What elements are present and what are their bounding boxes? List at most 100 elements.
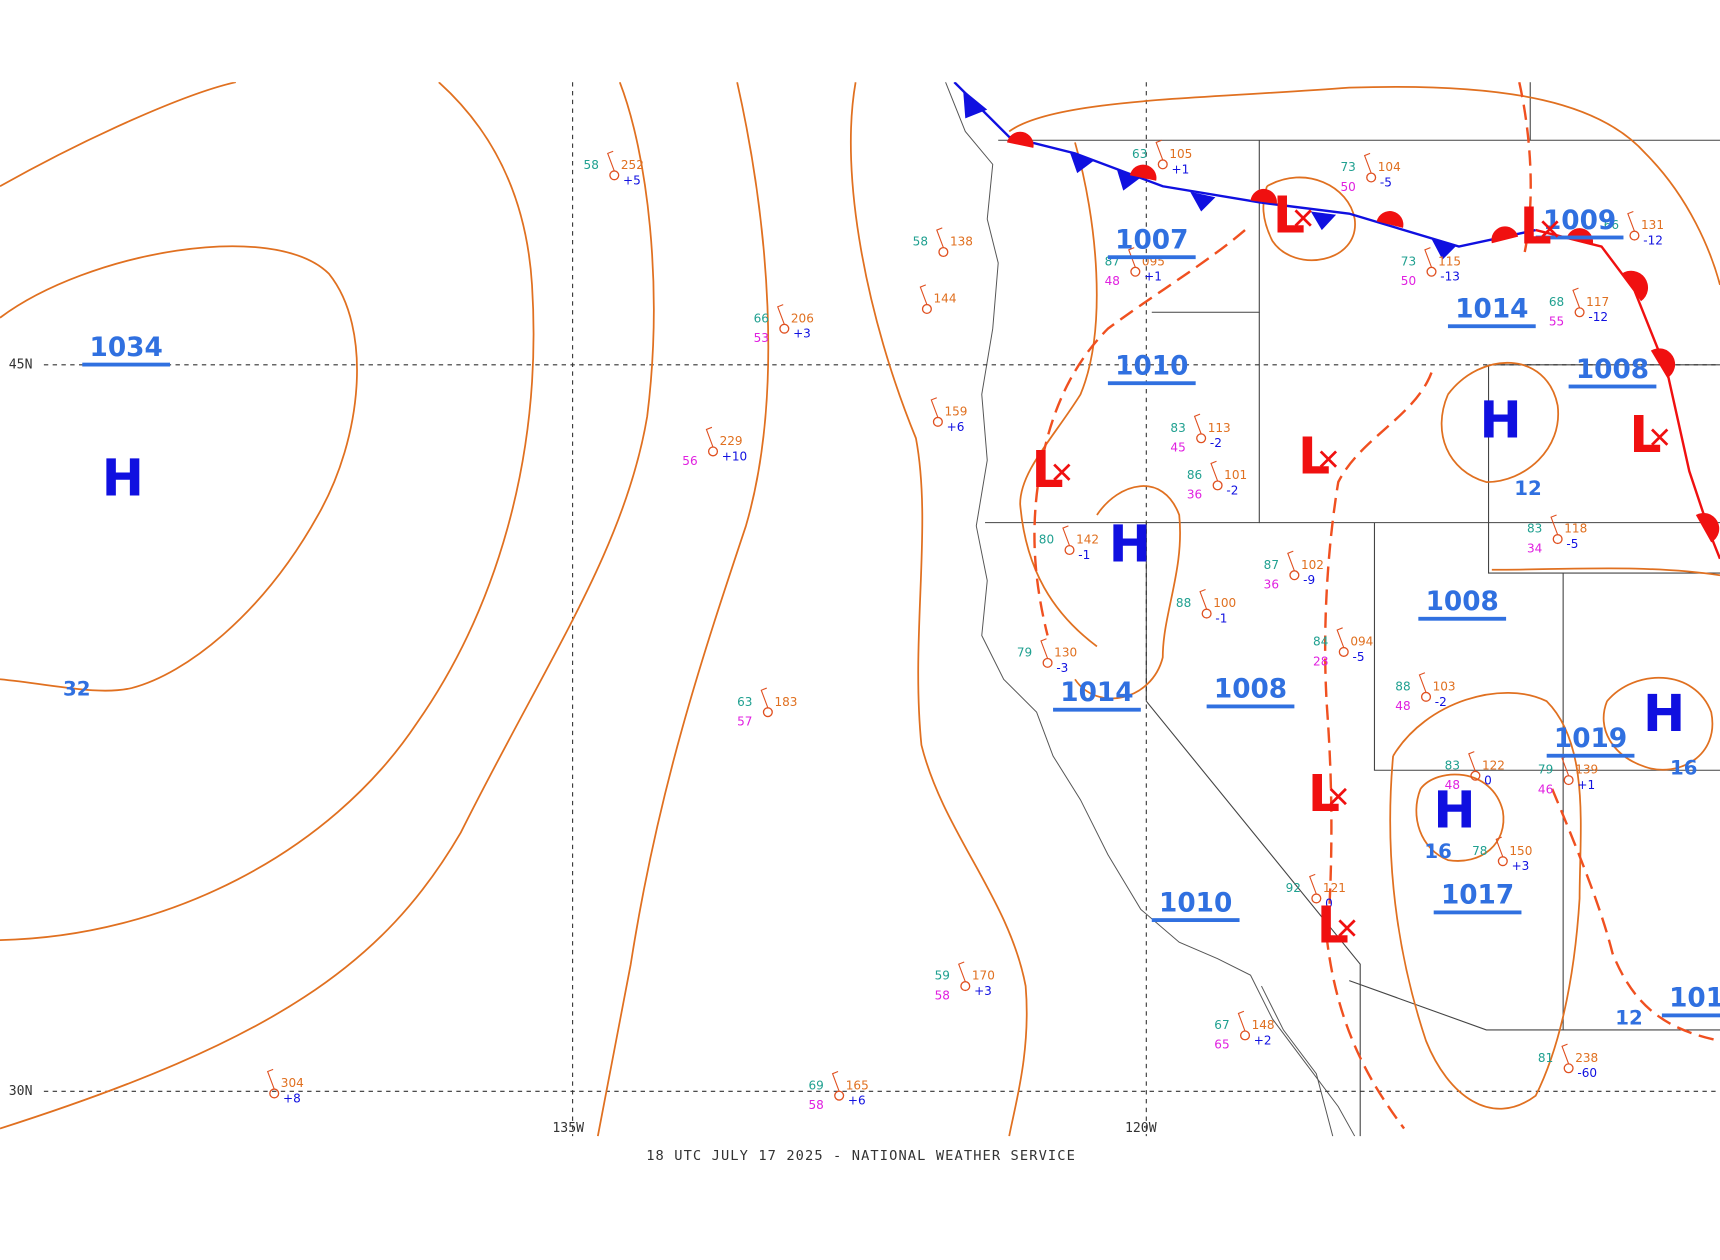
station-circle [609,170,620,181]
station-circle [1497,856,1508,867]
station-t: 81 [1538,1051,1553,1065]
station-t: 63 [1132,147,1147,161]
isobar-label: 32 [63,678,90,701]
low-cross [1294,209,1312,227]
pressure-label: 1007 [1115,226,1188,256]
station-d: 36 [1187,488,1202,502]
wind-barb [1572,287,1581,309]
station-circle [1212,480,1223,491]
station-t: 58 [913,235,928,249]
station-p: 150 [1509,844,1532,858]
station-c: -13 [1440,270,1460,284]
station-p: 206 [791,311,814,325]
station-t: 79 [1017,646,1032,660]
station-t: 73 [1401,254,1416,268]
station-d: 55 [1549,315,1564,329]
station-t: 92 [1286,881,1301,895]
low-cross [1541,220,1559,238]
station-t: 66 [754,311,769,325]
station-c: +1 [1144,270,1162,284]
station-t: 79 [1538,763,1553,777]
station-c: -2 [1210,436,1222,450]
station-p: 165 [846,1078,869,1092]
station-circle [1064,544,1075,556]
station-p: 101 [1224,468,1247,482]
wind-barb [831,1071,840,1092]
footer: 18 UTC JULY 17 2025 - NATIONAL WEATHER S… [646,1148,1076,1164]
wind-barb [936,227,944,248]
pressure-underline [1447,324,1536,329]
station-circle [1042,657,1053,668]
station-circle [269,1088,280,1099]
station-p: 142 [1076,533,1099,547]
station-circle [1196,433,1207,444]
longitude-label: 120W [1125,1121,1157,1136]
station-d: 48 [1395,699,1410,713]
high-center: H [1433,781,1475,840]
station-c: -12 [1643,234,1663,248]
warm-front-semicircles [1006,131,1720,543]
pressure-label: 1008 [1576,355,1649,385]
station-c: -5 [1353,650,1365,664]
frame-labels: 45N 30N 135W 120W 18 UTC JULY 17 2025 - NATI… [9,357,1157,1164]
latitude-label: 30N [9,1084,33,1099]
station-c: -5 [1566,537,1578,551]
station-d: 46 [1538,782,1553,796]
station-circle [707,446,719,457]
pressure-label: 1017 [1441,881,1514,911]
station-p: 113 [1208,421,1231,435]
station-p: 117 [1586,295,1609,309]
station-c: +6 [848,1094,866,1108]
station-t: 68 [1549,295,1564,309]
station-circle [921,303,932,315]
station-p: 139 [1575,763,1598,777]
station-circle [1563,1063,1574,1074]
wind-barb [705,426,714,448]
station-p: 103 [1433,679,1456,693]
station-d: 50 [1401,274,1416,288]
wind-barb [1550,514,1559,535]
station-p: 100 [1213,596,1236,610]
station-circle [779,323,790,334]
pressure-label: 1010 [1115,352,1188,382]
longitude-label: 135W [552,1121,584,1136]
station-d: 58 [935,988,950,1002]
pressure-underline [1568,384,1657,389]
station-circle [1366,172,1377,183]
station-c: 0 [1484,774,1492,788]
wind-barb [1363,152,1372,174]
station-t: 84 [1313,635,1328,649]
station-t: 69 [808,1078,823,1092]
state-borders [985,82,1720,1137]
station-d: 48 [1445,778,1460,792]
station-circle [938,246,949,258]
station-circle [834,1090,845,1101]
station-c: -2 [1435,695,1447,709]
station-c: +2 [1254,1033,1272,1047]
pressure-underline [82,362,171,367]
station-c: +1 [1172,162,1190,176]
pressure-label: 1014 [1060,678,1133,708]
station-c: -1 [1215,612,1227,626]
pressure-label: 1034 [90,333,163,363]
station-t: 59 [935,969,950,983]
high-center: H [1643,684,1685,743]
station-t: 88 [1395,679,1410,693]
station-c: +1 [1577,778,1595,792]
station-circle [762,707,773,718]
station-p: 148 [1252,1018,1275,1032]
fronts [953,82,1720,560]
station-circle [1426,266,1437,277]
station-p: 094 [1350,635,1373,649]
station-t: 66 [1604,218,1619,232]
station-p: 138 [950,235,973,249]
station-circle [1574,307,1585,318]
station-c: -60 [1577,1066,1597,1080]
pressure-underline [1107,381,1196,386]
station-t: 80 [1039,533,1054,547]
wind-barb [266,1068,275,1090]
low-cross [1329,787,1347,806]
station-p: 104 [1378,160,1401,174]
pressure-underline [1053,707,1141,712]
station-d: 65 [1214,1038,1229,1052]
